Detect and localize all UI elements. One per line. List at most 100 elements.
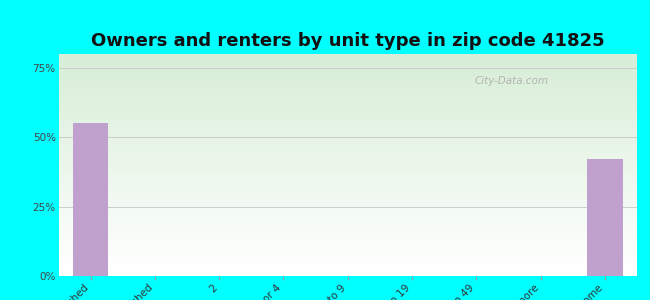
Bar bbox=[58, 258, 637, 260]
Bar bbox=[58, 192, 637, 194]
Bar bbox=[58, 118, 637, 121]
Bar bbox=[58, 136, 637, 138]
Bar bbox=[58, 212, 637, 214]
Bar bbox=[58, 127, 637, 130]
Bar bbox=[58, 58, 637, 61]
Bar bbox=[58, 260, 637, 263]
Bar bbox=[58, 107, 637, 110]
Bar bbox=[58, 178, 637, 181]
Bar bbox=[58, 227, 637, 230]
Bar bbox=[58, 116, 637, 119]
Bar bbox=[58, 245, 637, 247]
Bar bbox=[58, 165, 637, 167]
Bar bbox=[58, 65, 637, 67]
Bar bbox=[58, 189, 637, 192]
Bar bbox=[58, 114, 637, 116]
Bar bbox=[58, 149, 637, 152]
Bar bbox=[58, 238, 637, 241]
Bar bbox=[58, 200, 637, 203]
Bar bbox=[58, 96, 637, 98]
Bar bbox=[58, 205, 637, 207]
Bar bbox=[58, 158, 637, 160]
Bar bbox=[58, 70, 637, 72]
Bar bbox=[58, 249, 637, 252]
Bar bbox=[58, 145, 637, 147]
Bar bbox=[58, 263, 637, 265]
Bar bbox=[58, 147, 637, 149]
Bar bbox=[58, 267, 637, 269]
Bar bbox=[58, 272, 637, 274]
Bar bbox=[58, 141, 637, 143]
Bar bbox=[58, 256, 637, 258]
Bar bbox=[58, 196, 637, 198]
Bar bbox=[58, 74, 637, 76]
Text: City-Data.com: City-Data.com bbox=[475, 76, 549, 86]
Bar bbox=[58, 123, 637, 125]
Bar bbox=[58, 94, 637, 96]
Bar bbox=[58, 125, 637, 127]
Bar bbox=[58, 156, 637, 158]
Bar bbox=[58, 72, 637, 74]
Bar bbox=[58, 87, 637, 89]
Bar bbox=[58, 112, 637, 114]
Bar bbox=[58, 207, 637, 209]
Bar bbox=[58, 132, 637, 134]
Bar bbox=[58, 152, 637, 154]
Bar bbox=[58, 143, 637, 145]
Bar bbox=[58, 274, 637, 276]
Bar bbox=[58, 100, 637, 103]
Bar bbox=[58, 134, 637, 136]
Bar bbox=[58, 230, 637, 232]
Bar bbox=[58, 194, 637, 196]
Bar bbox=[58, 220, 637, 223]
Bar bbox=[58, 243, 637, 245]
Bar bbox=[58, 56, 637, 58]
Bar bbox=[58, 198, 637, 200]
Bar bbox=[58, 98, 637, 101]
Bar bbox=[58, 54, 637, 56]
Bar bbox=[58, 154, 637, 156]
Bar bbox=[58, 209, 637, 211]
Bar bbox=[58, 89, 637, 92]
Bar bbox=[58, 169, 637, 172]
Bar bbox=[58, 130, 637, 132]
Bar bbox=[58, 85, 637, 87]
Bar bbox=[58, 247, 637, 249]
Bar bbox=[58, 241, 637, 243]
Bar bbox=[58, 110, 637, 112]
Bar bbox=[58, 218, 637, 220]
Bar bbox=[58, 160, 637, 163]
Bar bbox=[58, 223, 637, 225]
Bar bbox=[58, 203, 637, 205]
Bar bbox=[58, 234, 637, 236]
Bar bbox=[58, 76, 637, 78]
Bar bbox=[58, 225, 637, 227]
Bar bbox=[58, 214, 637, 216]
Bar bbox=[58, 67, 637, 70]
Bar bbox=[58, 187, 637, 189]
Bar bbox=[58, 172, 637, 174]
Bar bbox=[58, 181, 637, 183]
Title: Owners and renters by unit type in zip code 41825: Owners and renters by unit type in zip c… bbox=[91, 32, 604, 50]
Bar bbox=[58, 167, 637, 170]
Bar bbox=[58, 174, 637, 176]
Bar bbox=[58, 61, 637, 63]
Bar bbox=[73, 123, 109, 276]
Bar bbox=[58, 81, 637, 83]
Bar bbox=[58, 232, 637, 234]
Bar bbox=[58, 92, 637, 94]
Bar bbox=[58, 138, 637, 141]
Bar bbox=[58, 216, 637, 218]
Bar bbox=[58, 63, 637, 65]
Bar bbox=[58, 252, 637, 254]
Bar bbox=[58, 183, 637, 185]
Bar bbox=[58, 236, 637, 238]
Bar bbox=[58, 78, 637, 81]
Bar bbox=[58, 176, 637, 178]
Bar bbox=[58, 103, 637, 105]
Bar bbox=[58, 185, 637, 187]
Bar bbox=[58, 105, 637, 107]
Bar bbox=[58, 121, 637, 123]
Bar bbox=[58, 163, 637, 165]
Bar bbox=[587, 159, 623, 276]
